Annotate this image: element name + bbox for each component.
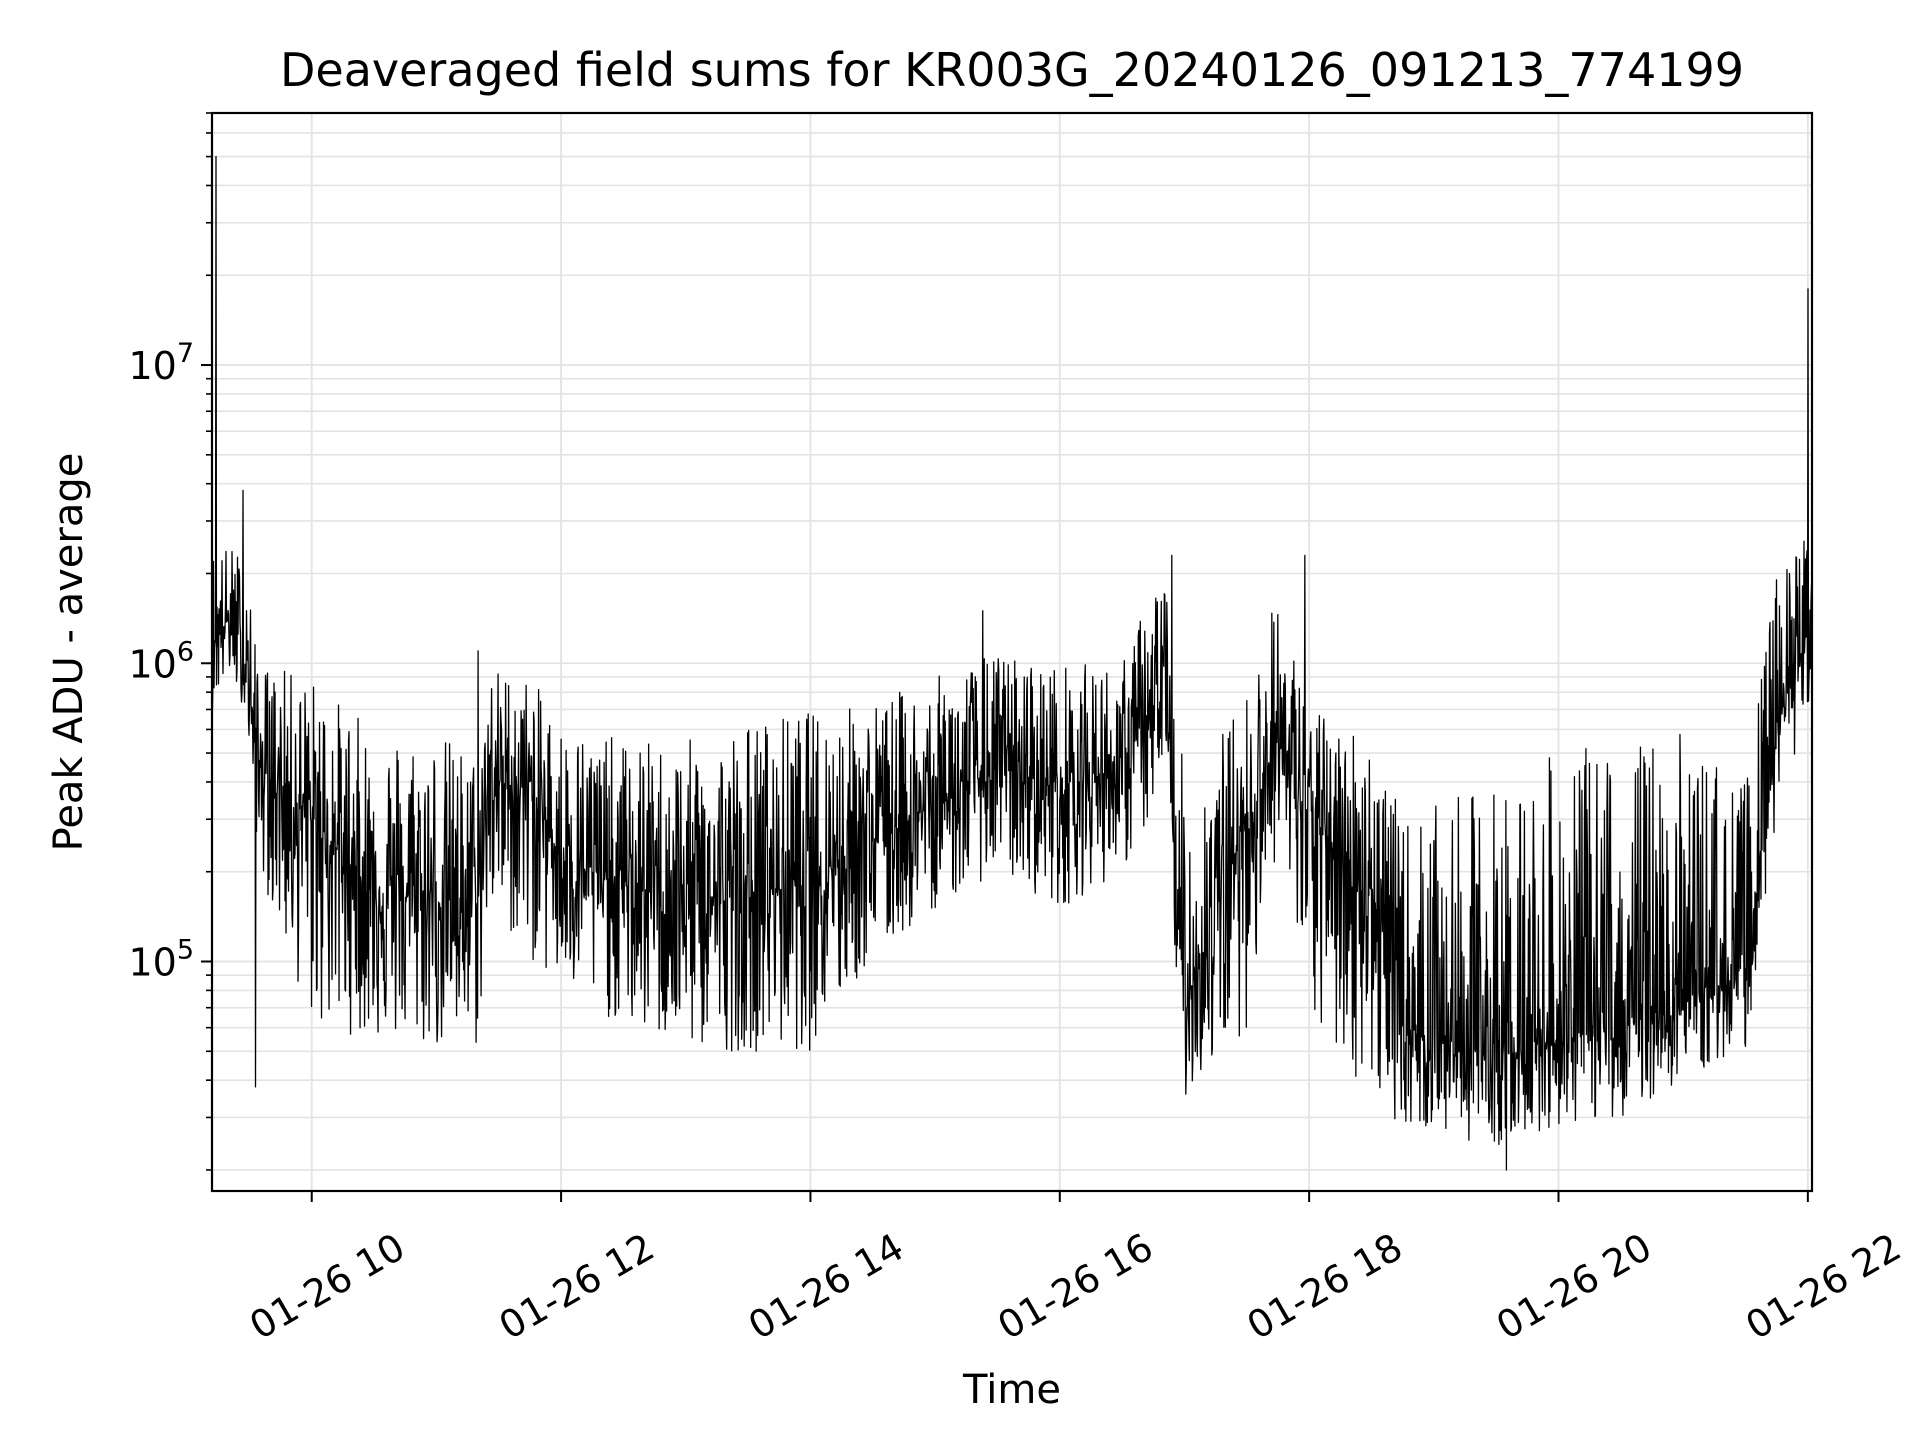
plot-frame: [210, 111, 1814, 1193]
y-tick-label: 105: [128, 934, 194, 984]
chart-title: Deaveraged field sums for KR003G_2024012…: [280, 43, 1744, 97]
y-tick-base: 10: [128, 344, 176, 388]
y-tick-base: 10: [128, 940, 176, 984]
y-tick-exponent: 6: [177, 636, 194, 667]
axis-ticks: [201, 112, 1809, 1202]
series-line: [211, 155, 1813, 1171]
y-tick-exponent: 5: [177, 934, 194, 965]
y-tick-exponent: 7: [177, 338, 194, 369]
y-tick-label: 106: [128, 636, 194, 686]
y-tick-label: 107: [128, 338, 194, 388]
y-axis-label: Peak ADU - average: [46, 453, 92, 852]
x-axis-label: Time: [962, 1367, 1061, 1413]
y-tick-base: 10: [128, 642, 176, 686]
